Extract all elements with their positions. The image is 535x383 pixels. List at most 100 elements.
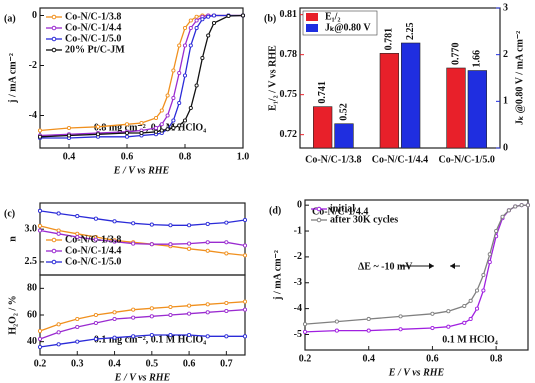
data-point: [226, 13, 231, 19]
data-point: [149, 306, 154, 311]
data-point: [188, 105, 193, 111]
data-point: [165, 127, 170, 132]
data-point: [302, 329, 308, 334]
x-tick-label: 0.4: [362, 353, 375, 364]
data-point: [194, 25, 199, 31]
data-point: [334, 328, 339, 333]
data-point: [481, 288, 486, 293]
x-tick-label: 0.4: [63, 151, 76, 162]
data-point: [205, 248, 210, 253]
data-point: [205, 334, 210, 339]
data-point: [398, 314, 403, 319]
data-line: [39, 334, 245, 348]
legend-label: Co-N/C-1/3.8: [65, 11, 121, 22]
legend-marker: [51, 25, 57, 31]
data-point: [56, 330, 61, 335]
data-point: [56, 228, 61, 233]
panel-label: (b): [264, 13, 276, 24]
x-tick-label: 0.8: [490, 353, 503, 364]
y-tick-label: 0: [32, 10, 37, 21]
data-point: [131, 221, 136, 226]
data-point: [131, 241, 136, 246]
data-point: [75, 339, 80, 344]
y-tick-label: -2: [294, 251, 302, 262]
data-point: [242, 243, 248, 248]
data-point: [124, 130, 130, 136]
data-point: [159, 108, 164, 113]
y-tick-label: 0.72: [280, 129, 298, 140]
data-point: [182, 25, 188, 31]
bar: [446, 67, 466, 149]
data-point: [37, 328, 43, 334]
data-point: [93, 320, 98, 326]
data-point: [112, 219, 117, 224]
data-point: [187, 241, 192, 246]
data-point: [75, 214, 80, 219]
plot-frame: [299, 7, 501, 149]
data-point: [182, 118, 188, 123]
data-point: [95, 132, 101, 137]
data-point: [494, 228, 499, 234]
data-point: [149, 242, 154, 247]
data-point: [187, 332, 192, 338]
data-point: [468, 298, 473, 303]
legend-label: Co-N/C-1/4.4: [65, 245, 121, 256]
value-label: 1.66: [472, 50, 483, 68]
data-point: [242, 217, 248, 223]
y-axis-label: n: [7, 236, 18, 242]
plot-frame: [39, 7, 244, 149]
data-point: [188, 18, 193, 23]
y-tick-label: 0.81: [280, 9, 298, 20]
data-point: [66, 133, 72, 138]
data-point: [206, 33, 211, 38]
y-tick-label: -2: [29, 60, 37, 71]
y-tick-label: 60: [27, 309, 37, 320]
data-point: [302, 322, 308, 327]
data-point: [487, 260, 492, 265]
data-point: [188, 25, 193, 31]
data-point: [205, 240, 210, 245]
data-point: [506, 208, 511, 213]
y-tick-label: 3.0: [25, 223, 38, 234]
legend-label: E₁/₂: [325, 11, 340, 22]
data-point: [224, 220, 229, 225]
data-point: [205, 302, 210, 307]
data-point: [95, 124, 101, 129]
data-point: [139, 120, 144, 126]
legend-label: Jₖ@0.80 V: [325, 22, 371, 33]
y-axis-label: j / mA cm⁻²: [7, 53, 18, 104]
data-point: [131, 315, 136, 320]
data-point: [37, 223, 43, 228]
panel-label: (c): [4, 208, 15, 219]
annotation: Co-N/C-1/4.4: [312, 206, 368, 217]
x-tick-label: 1.0: [237, 151, 250, 162]
x-tick-label: Co-N/C-1/3.8: [305, 154, 361, 165]
data-point: [168, 332, 173, 338]
data-point: [366, 328, 371, 333]
legend-marker: [316, 217, 322, 223]
data-point: [205, 221, 210, 226]
data-point: [37, 208, 43, 213]
data-point: [171, 118, 176, 123]
data-point: [93, 336, 98, 342]
y2-tick-label: 0: [503, 142, 508, 153]
data-point: [519, 203, 524, 208]
data-point: [182, 43, 188, 48]
arrow-head: [450, 263, 455, 269]
data-point: [430, 311, 435, 316]
data-point: [171, 125, 176, 131]
y2-tick-label: 3: [503, 2, 508, 13]
data-point: [165, 93, 170, 98]
data-point: [525, 203, 531, 208]
value-label: 0.770: [450, 43, 461, 66]
data-point: [37, 228, 43, 233]
data-point: [56, 211, 61, 216]
y-tick-label: -1: [294, 225, 302, 236]
data-line: [39, 210, 246, 226]
legend-label: Co-N/C-1/5.0: [65, 256, 121, 267]
x-tick-label: 0.3: [71, 358, 84, 369]
y-axis-label: H₂O₂ / %: [7, 295, 18, 334]
data-point: [242, 253, 248, 258]
x-tick-label: 0.4: [108, 358, 121, 369]
